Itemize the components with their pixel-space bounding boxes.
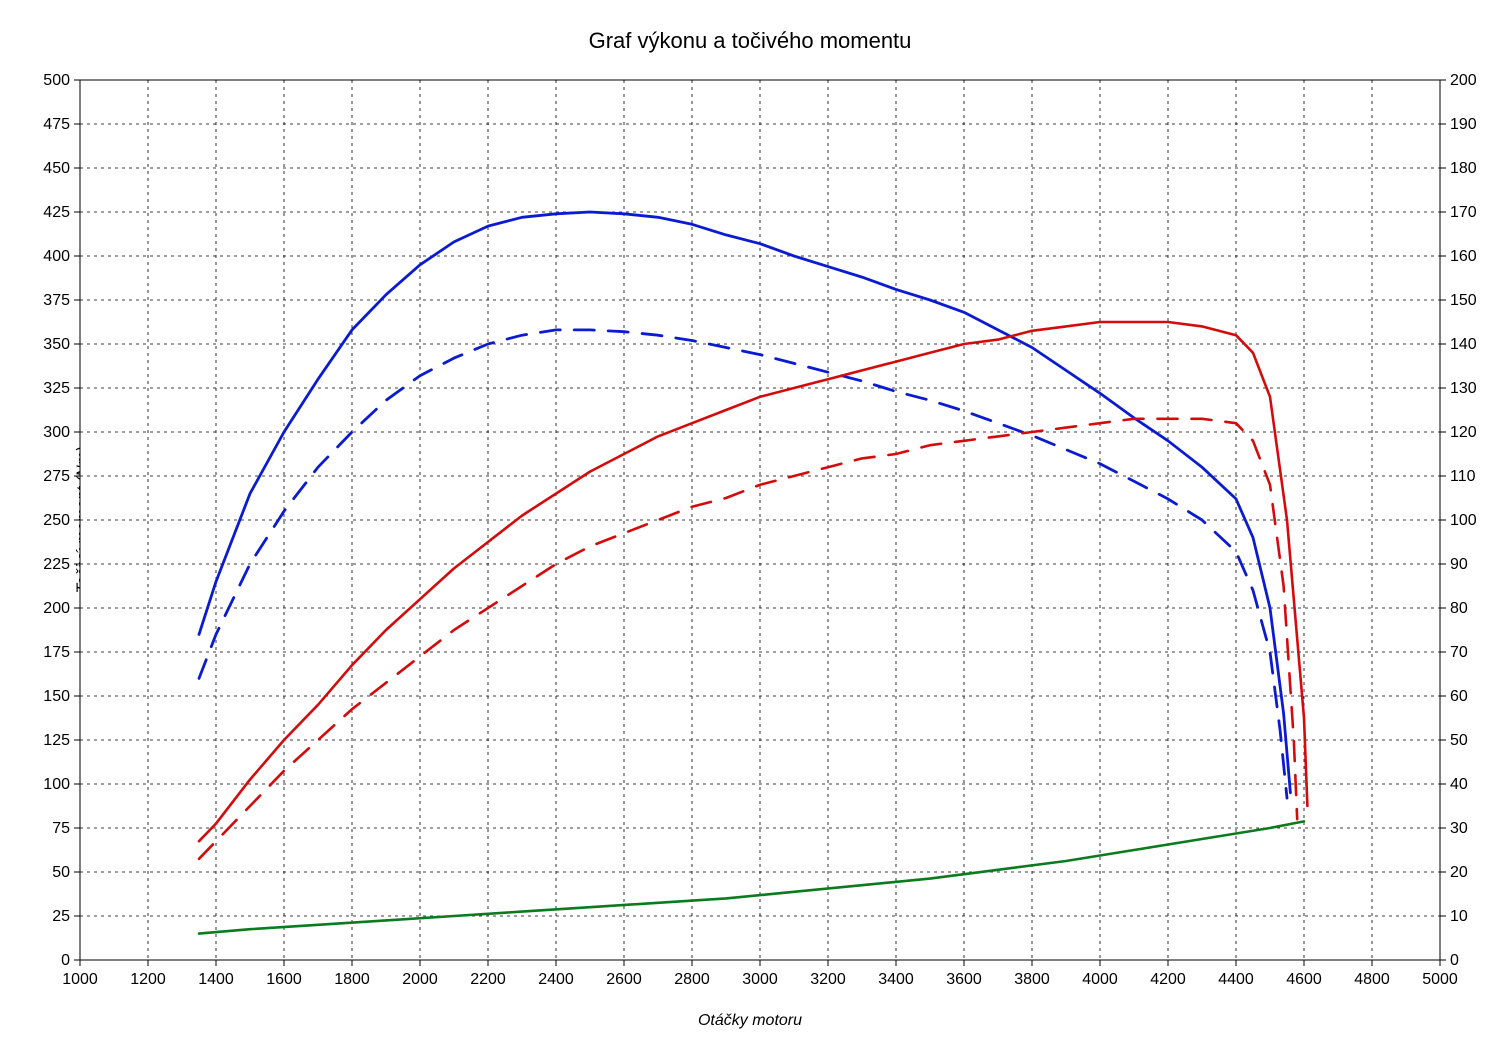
svg-text:2800: 2800 — [674, 971, 710, 988]
svg-text:1600: 1600 — [266, 971, 302, 988]
svg-text:170: 170 — [1450, 204, 1477, 221]
svg-text:3800: 3800 — [1014, 971, 1050, 988]
svg-text:2000: 2000 — [402, 971, 438, 988]
svg-text:50: 50 — [1450, 732, 1468, 749]
svg-text:80: 80 — [1450, 600, 1468, 617]
svg-text:3600: 3600 — [946, 971, 982, 988]
svg-text:3400: 3400 — [878, 971, 914, 988]
svg-text:225: 225 — [43, 556, 70, 573]
svg-text:1200: 1200 — [130, 971, 166, 988]
svg-text:400: 400 — [43, 248, 70, 265]
svg-text:4800: 4800 — [1354, 971, 1390, 988]
svg-text:4400: 4400 — [1218, 971, 1254, 988]
svg-text:2400: 2400 — [538, 971, 574, 988]
svg-text:110: 110 — [1450, 468, 1476, 485]
svg-text:0: 0 — [61, 952, 70, 969]
svg-text:275: 275 — [43, 468, 70, 485]
svg-text:425: 425 — [43, 204, 70, 221]
svg-text:375: 375 — [43, 292, 70, 309]
plot-svg: 1000120014001600180020002200240026002800… — [0, 0, 1500, 1040]
svg-text:25: 25 — [52, 908, 70, 925]
svg-text:350: 350 — [43, 336, 70, 353]
svg-text:150: 150 — [1450, 292, 1477, 309]
svg-text:1400: 1400 — [198, 971, 234, 988]
svg-text:190: 190 — [1450, 116, 1477, 133]
svg-text:4000: 4000 — [1082, 971, 1118, 988]
svg-text:100: 100 — [1450, 512, 1477, 529]
svg-text:125: 125 — [43, 732, 70, 749]
svg-text:175: 175 — [43, 644, 70, 661]
svg-text:1000: 1000 — [62, 971, 98, 988]
svg-text:300: 300 — [43, 424, 70, 441]
svg-text:475: 475 — [43, 116, 70, 133]
svg-text:2600: 2600 — [606, 971, 642, 988]
svg-text:10: 10 — [1450, 908, 1468, 925]
svg-text:30: 30 — [1450, 820, 1468, 837]
svg-text:90: 90 — [1450, 556, 1468, 573]
svg-text:75: 75 — [52, 820, 70, 837]
svg-text:200: 200 — [43, 600, 70, 617]
svg-text:325: 325 — [43, 380, 70, 397]
svg-text:200: 200 — [1450, 72, 1477, 89]
svg-text:500: 500 — [43, 72, 70, 89]
svg-text:250: 250 — [43, 512, 70, 529]
svg-text:3000: 3000 — [742, 971, 778, 988]
svg-text:160: 160 — [1450, 248, 1477, 265]
svg-text:60: 60 — [1450, 688, 1468, 705]
svg-text:5000: 5000 — [1422, 971, 1458, 988]
svg-text:150: 150 — [43, 688, 70, 705]
svg-text:450: 450 — [43, 160, 70, 177]
svg-text:40: 40 — [1450, 776, 1468, 793]
svg-text:50: 50 — [52, 864, 70, 881]
svg-text:140: 140 — [1450, 336, 1477, 353]
svg-text:180: 180 — [1450, 160, 1477, 177]
svg-text:2200: 2200 — [470, 971, 506, 988]
svg-text:1800: 1800 — [334, 971, 370, 988]
svg-text:120: 120 — [1450, 424, 1477, 441]
svg-text:100: 100 — [43, 776, 70, 793]
svg-text:70: 70 — [1450, 644, 1468, 661]
chart-container: Graf výkonu a točivého momentu Otáčky mo… — [0, 0, 1500, 1040]
svg-text:3200: 3200 — [810, 971, 846, 988]
svg-text:0: 0 — [1450, 952, 1459, 969]
svg-text:130: 130 — [1450, 380, 1477, 397]
svg-text:20: 20 — [1450, 864, 1468, 881]
svg-text:4200: 4200 — [1150, 971, 1186, 988]
svg-text:4600: 4600 — [1286, 971, 1322, 988]
